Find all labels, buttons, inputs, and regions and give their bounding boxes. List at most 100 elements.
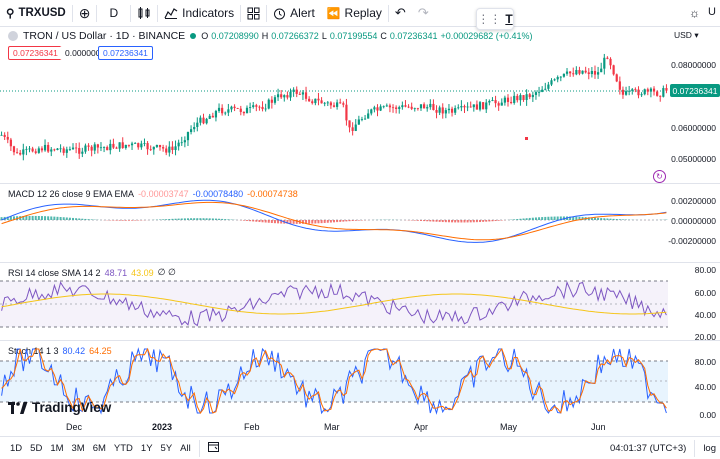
stoch-tick: 0.00 [699, 410, 716, 420]
sell-price-box[interactable]: 0.07236341 [8, 46, 63, 60]
alert-button[interactable]: Alert [267, 0, 321, 27]
candle-body [367, 113, 370, 119]
histogram-bar [44, 216, 47, 220]
range-all-button[interactable]: All [180, 442, 191, 454]
undo-icon: ↶ [394, 5, 406, 20]
currency-selector[interactable]: USD ▾ [674, 30, 699, 40]
range-1m-button[interactable]: 1M [50, 442, 64, 454]
price-chart[interactable] [0, 40, 668, 182]
histogram-bar [454, 220, 457, 223]
rsi-sma-value: 43.09 [131, 267, 154, 278]
candle-body [130, 143, 134, 146]
candle-body [628, 90, 631, 92]
pane-divider[interactable] [0, 183, 720, 184]
symbol-search[interactable]: ⚲ TRXUSD [0, 0, 72, 27]
histogram-bar [593, 217, 596, 220]
histogram-bar [264, 220, 267, 223]
histogram-bar [463, 220, 466, 223]
macd-axis[interactable]: 0.00200000 0.00000000 -0.00200000 [668, 184, 720, 261]
histogram-bar [196, 218, 199, 220]
range-3m-button[interactable]: 3M [71, 442, 85, 454]
pane-divider[interactable] [0, 262, 720, 263]
candle-body [329, 102, 332, 106]
stoch-axis[interactable]: 80.00 40.00 0.00 [668, 341, 720, 420]
floating-drawing-toolbar[interactable]: ⋮⋮ T [476, 8, 514, 30]
candle-body [245, 107, 249, 114]
candle-body [575, 70, 578, 75]
histogram-bar [357, 220, 360, 221]
histogram-bar [186, 218, 189, 220]
stoch-k-value: 80.42 [62, 346, 86, 356]
range-1y-button[interactable]: 1Y [140, 442, 153, 454]
candle-body [326, 102, 329, 104]
range-5d-button[interactable]: 5D [30, 442, 43, 454]
undo-button[interactable]: ↶ [389, 0, 412, 27]
candle-body [596, 72, 600, 75]
candle-body [56, 148, 59, 150]
tradingview-logo[interactable]: TradingView [8, 400, 111, 415]
histogram-bar [326, 220, 329, 223]
candle-body [516, 95, 519, 101]
rsi-tick: 20.00 [694, 332, 716, 342]
rsi-value: 48.71 [104, 267, 128, 278]
candle-body [351, 127, 354, 131]
histogram-bar [171, 218, 174, 220]
macd-label: MACD 12 26 close 9 EMA EMA [8, 189, 135, 199]
candle-body [134, 143, 137, 144]
histogram-bar [205, 218, 208, 220]
alert-label: Alert [290, 6, 315, 20]
candle-body [509, 101, 513, 103]
goto-date-icon[interactable] [207, 441, 219, 455]
range-1d-button[interactable]: 1D [10, 442, 23, 454]
histogram-bar [22, 216, 25, 220]
candle-body [304, 92, 308, 99]
interval-button[interactable]: D [97, 0, 130, 27]
stoch-chart[interactable] [0, 341, 668, 420]
histogram-bar [438, 220, 441, 222]
histogram-bar [6, 216, 9, 220]
macd-chart[interactable] [0, 184, 668, 261]
drag-handle-icon[interactable]: ⋮⋮ [477, 12, 502, 26]
clock-label[interactable]: 04:01:37 (UTC+3) [610, 443, 687, 454]
candle-body [373, 107, 376, 110]
histogram-bar [621, 219, 624, 220]
layouts-button[interactable] [241, 0, 266, 27]
compare-button[interactable]: ⊕ [73, 0, 97, 27]
replay-button[interactable]: ⏪ Replay [321, 0, 388, 27]
chart-type-button[interactable] [131, 0, 157, 27]
rsi-axis[interactable]: 80.00 60.00 40.00 20.00 [668, 263, 720, 342]
candle-body [348, 120, 351, 128]
histogram-bar [447, 220, 450, 223]
range-ytd-button[interactable]: YTD [113, 442, 133, 454]
candle-body [19, 152, 22, 155]
indicators-button[interactable]: Indicators [158, 0, 240, 27]
candle-body [155, 144, 159, 147]
text-tool-icon[interactable]: T [505, 12, 513, 26]
log-scale-button[interactable]: log [703, 443, 716, 454]
divider [198, 439, 200, 457]
theme-toggle-icon[interactable]: ☼ [689, 6, 700, 20]
candle-body [193, 127, 196, 130]
candle-body [165, 148, 168, 153]
candle-body [578, 70, 581, 74]
histogram-bar [333, 220, 335, 223]
histogram-bar [65, 217, 68, 220]
stoch-legend: Stoch 14 1 3 80.42 64.25 [8, 346, 112, 356]
rsi-chart[interactable] [0, 263, 668, 339]
buy-price-box[interactable]: 0.07236341 [98, 46, 153, 60]
candle-body [25, 148, 28, 150]
histogram-bar [90, 219, 93, 220]
histogram-bar [559, 216, 562, 220]
histogram-bar [600, 218, 603, 220]
price-axis[interactable]: 0.08000000 0.06000000 0.05000000 [668, 40, 720, 182]
range-5y-button[interactable]: 5Y [160, 442, 173, 454]
redo-button[interactable]: ↷ [412, 0, 435, 27]
candle-body [59, 148, 62, 150]
candle-body [311, 101, 314, 104]
reminder-icon[interactable]: ↻ [653, 170, 666, 183]
time-axis[interactable]: Dec 2023 Feb Mar Apr May Jun [0, 420, 668, 434]
candle-body [475, 104, 479, 110]
macd-histogram-value: -0.00003747 [138, 189, 189, 199]
pane-divider[interactable] [0, 340, 720, 341]
range-6m-button[interactable]: 6M [92, 442, 106, 454]
